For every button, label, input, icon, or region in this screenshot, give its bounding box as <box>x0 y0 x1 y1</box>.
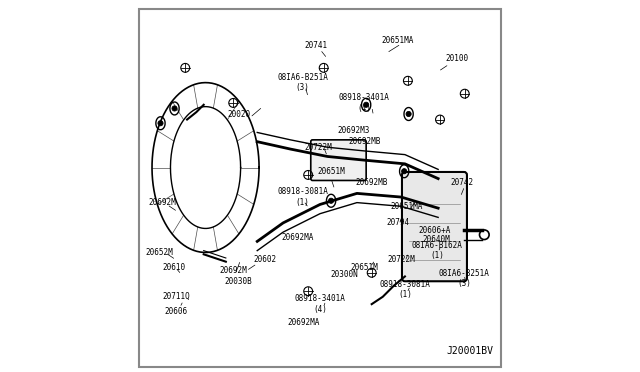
Text: 08IA6-B251A
(3): 08IA6-B251A (3) <box>438 269 490 288</box>
Text: 20692M: 20692M <box>220 266 247 275</box>
Text: 20651M: 20651M <box>317 167 345 176</box>
Text: 20606+A: 20606+A <box>419 226 451 235</box>
Text: 20300N: 20300N <box>330 270 358 279</box>
Text: 20020: 20020 <box>227 109 250 119</box>
Text: 20651MA: 20651MA <box>390 202 423 211</box>
Text: J20001BV: J20001BV <box>447 346 493 356</box>
Text: 20692M: 20692M <box>148 198 176 207</box>
Text: 20742: 20742 <box>451 178 474 187</box>
Text: 08918-3081A
(1): 08918-3081A (1) <box>277 187 328 207</box>
Text: 08IA6-B251A
(3): 08IA6-B251A (3) <box>277 73 328 92</box>
Circle shape <box>364 102 369 108</box>
Text: 20692MB: 20692MB <box>355 178 388 187</box>
Text: 08918-3401A
(4): 08918-3401A (4) <box>339 93 390 113</box>
Text: 08IA6-B162A
(1): 08IA6-B162A (1) <box>412 241 463 260</box>
FancyBboxPatch shape <box>402 172 467 281</box>
Text: 20651M: 20651M <box>351 263 378 272</box>
Text: 20640M: 20640M <box>422 235 450 244</box>
Circle shape <box>401 169 407 174</box>
Text: 20610: 20610 <box>163 263 186 272</box>
Text: 20652M: 20652M <box>145 248 173 257</box>
Circle shape <box>172 106 177 111</box>
Text: 20692MB: 20692MB <box>348 137 381 146</box>
Text: 20722M: 20722M <box>304 143 332 152</box>
Text: 20794: 20794 <box>386 218 409 227</box>
Text: 20692MA: 20692MA <box>287 318 319 327</box>
Text: 20606: 20606 <box>164 307 188 316</box>
Text: 20722M: 20722M <box>387 255 415 264</box>
FancyBboxPatch shape <box>311 140 366 180</box>
Text: 08918-3401A
(4): 08918-3401A (4) <box>294 295 346 314</box>
Circle shape <box>158 121 163 126</box>
Text: 20711Q: 20711Q <box>162 292 190 301</box>
Circle shape <box>406 112 411 116</box>
Text: 20692MA: 20692MA <box>282 233 314 242</box>
Text: 08918-3081A
(1): 08918-3081A (1) <box>380 280 430 299</box>
Text: 20602: 20602 <box>253 255 276 264</box>
Text: 20692M3: 20692M3 <box>337 126 369 135</box>
Text: 20741: 20741 <box>305 41 328 50</box>
Text: 20651MA: 20651MA <box>381 36 413 45</box>
Text: 20030B: 20030B <box>224 278 252 286</box>
Text: 20100: 20100 <box>445 54 468 63</box>
Circle shape <box>328 198 333 203</box>
